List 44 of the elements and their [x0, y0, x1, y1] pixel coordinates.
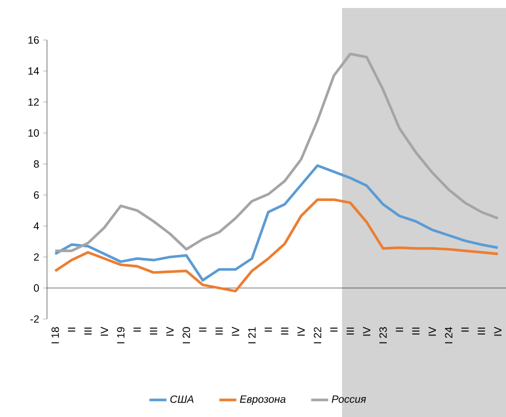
x-tick-label: II [330, 328, 338, 332]
x-tick-label: I 21 [248, 327, 256, 344]
y-tick-label: 6 [34, 191, 39, 199]
x-tick-label: I 23 [379, 327, 387, 344]
y-tick-label: -2 [30, 315, 39, 323]
y-tick-label: 0 [34, 284, 39, 292]
line-series [54, 52, 500, 252]
x-tick-label: III [412, 328, 420, 334]
x-tick-label: II [264, 328, 272, 332]
y-tick-label: 10 [28, 129, 39, 137]
x-tick-label: II [396, 328, 404, 332]
y-tick-label: 14 [28, 67, 39, 75]
x-tick-label: IV [100, 326, 108, 336]
y-tick-label: 12 [28, 98, 39, 106]
x-tick-label: III [346, 328, 354, 334]
x-tick-label: III [281, 328, 288, 334]
x-tick-label: I 22 [314, 327, 322, 344]
x-tick-label: III [84, 328, 92, 334]
legend-label: США [170, 395, 194, 403]
line-series [54, 164, 500, 282]
y-tick-label: 4 [34, 222, 39, 230]
x-tick-label: IV [363, 326, 370, 336]
x-tick-label: I 19 [117, 327, 124, 344]
y-tick-label: 2 [34, 253, 39, 261]
x-tick-label: IV [494, 326, 502, 336]
x-tick-label: I 24 [444, 327, 452, 344]
line-series [54, 198, 500, 292]
x-tick-label: I 18 [51, 327, 59, 344]
x-tick-label: II [461, 328, 469, 332]
y-tick-label: 16 [28, 36, 39, 44]
legend-label: Еврозона [240, 396, 286, 405]
x-tick-label: III [150, 328, 158, 334]
x-tick-label: II [68, 328, 76, 332]
legend-label: Россия [332, 396, 366, 403]
x-tick-label: III [478, 328, 486, 334]
x-tick-label: IV [232, 326, 240, 336]
x-tick-label: I 20 [182, 327, 190, 344]
x-tick-label: II [199, 328, 206, 332]
x-tick-label: III [216, 328, 223, 334]
x-tick-label: IV [166, 326, 174, 336]
x-tick-label: IV [428, 326, 436, 336]
y-tick-label: 8 [34, 160, 39, 168]
x-tick-label: IV [297, 326, 305, 336]
x-tick-label: II [134, 328, 141, 332]
